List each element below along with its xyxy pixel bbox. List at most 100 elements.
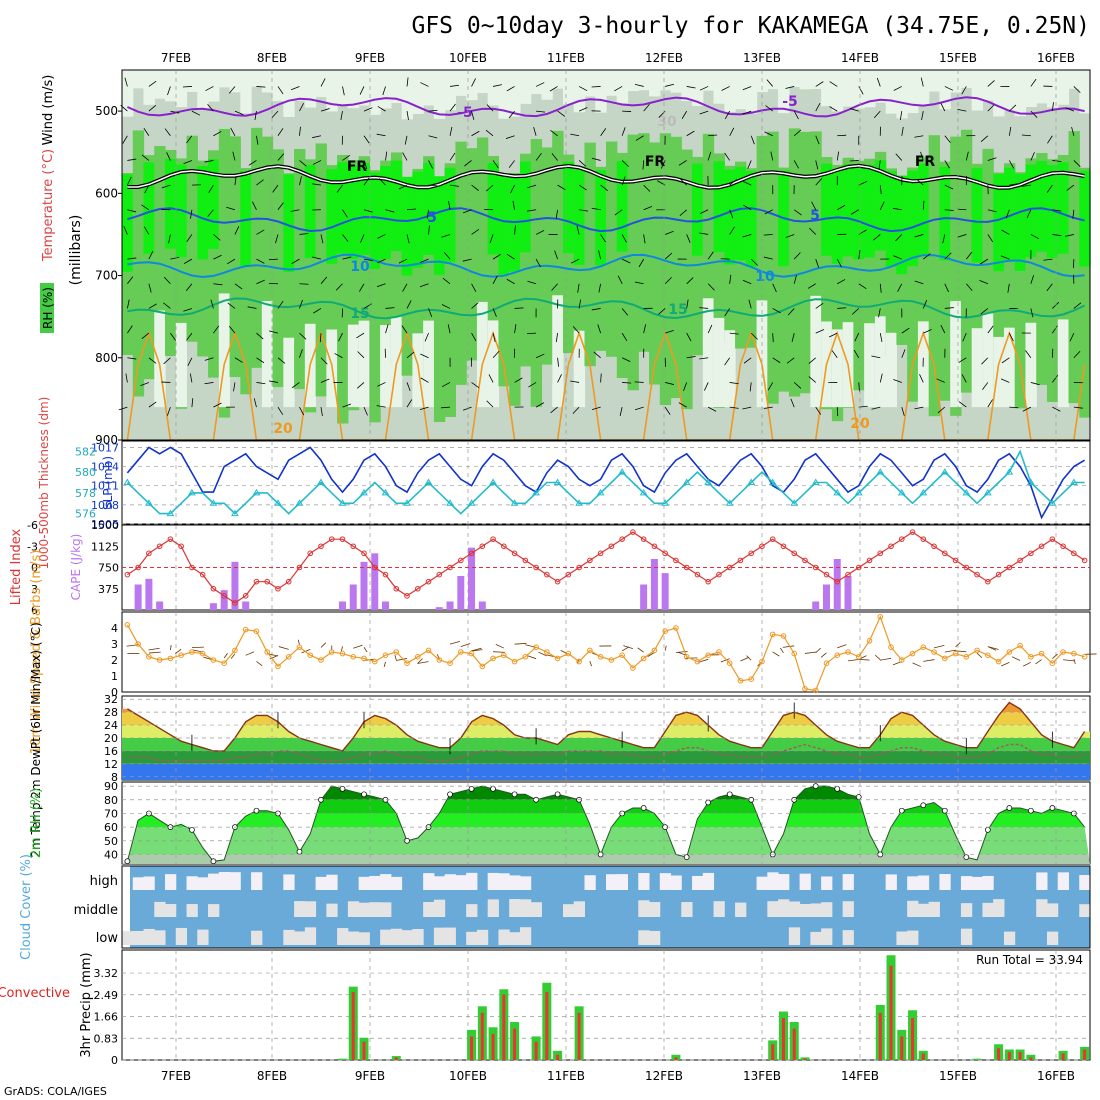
wind-barb bbox=[342, 403, 352, 408]
cape-bar bbox=[650, 559, 658, 610]
wind-speed-point bbox=[683, 654, 690, 660]
wind-barb bbox=[462, 406, 472, 411]
slp-tick-1011: 1011 bbox=[91, 480, 119, 493]
rh-cell bbox=[799, 70, 811, 90]
wind-barb bbox=[1030, 275, 1035, 284]
rh-point bbox=[490, 785, 496, 792]
cloud-cell bbox=[1079, 904, 1091, 917]
rh-cell bbox=[874, 316, 887, 408]
wind-barb bbox=[535, 229, 545, 235]
rh-cell bbox=[907, 167, 919, 402]
wind-barb bbox=[428, 135, 438, 139]
precip-convective-bar bbox=[1018, 1052, 1022, 1060]
wind-barb bbox=[944, 160, 950, 169]
wind-speed-point bbox=[1071, 650, 1077, 657]
x-tick-bottom-16FEB: 16FEB bbox=[1037, 1069, 1075, 1083]
rh-cell bbox=[455, 141, 467, 385]
wind-barb bbox=[148, 105, 157, 112]
rh-cell bbox=[1046, 159, 1059, 402]
cloud-cell bbox=[778, 874, 790, 890]
wind-barb bbox=[1005, 209, 1010, 219]
cloud-cell bbox=[907, 900, 919, 917]
rh-cell bbox=[283, 173, 295, 396]
thickness-point bbox=[725, 499, 734, 506]
lifted-index-point bbox=[705, 578, 711, 585]
pressure-tick-500: 500 bbox=[95, 104, 118, 118]
wind-barb bbox=[253, 398, 257, 408]
wind-barb bbox=[406, 234, 410, 244]
rh-legend-swatch bbox=[40, 283, 54, 333]
surface-wind-barb bbox=[495, 643, 504, 649]
wind-barb bbox=[124, 77, 128, 87]
wind-barb bbox=[699, 209, 709, 214]
wind-barb bbox=[793, 160, 799, 169]
wind-barb bbox=[363, 209, 373, 213]
wind-barb bbox=[299, 160, 307, 167]
cape-bar bbox=[145, 578, 153, 610]
rh-cell bbox=[1025, 322, 1037, 408]
rh-cell bbox=[175, 70, 188, 108]
cloud-cell bbox=[885, 874, 897, 890]
rh-cell bbox=[767, 131, 779, 404]
thickness-tick-582: 582 bbox=[75, 445, 96, 458]
wind-speed-point bbox=[1038, 650, 1045, 657]
wind-barb bbox=[785, 234, 795, 238]
wind-speed-point bbox=[328, 649, 335, 655]
wind-speed-point bbox=[221, 660, 227, 667]
lifted-index-point bbox=[726, 564, 733, 571]
lifted-index-point bbox=[447, 564, 453, 571]
rh-point bbox=[124, 858, 131, 865]
wind-speed-point bbox=[597, 654, 604, 660]
wind-barb bbox=[462, 209, 472, 214]
wind-barb bbox=[686, 356, 696, 359]
rh-cell bbox=[821, 70, 833, 107]
rh-cell bbox=[778, 70, 790, 114]
cloud-row-high: high bbox=[90, 874, 118, 889]
thickness-point bbox=[639, 488, 648, 496]
precip-convective-bar bbox=[921, 1053, 925, 1060]
wind-barb bbox=[1046, 184, 1053, 193]
isotherm-label: 5 bbox=[427, 210, 437, 226]
wind-barb bbox=[793, 274, 797, 284]
rh-cell bbox=[240, 70, 252, 114]
thickness-point bbox=[747, 478, 756, 485]
wind-barb bbox=[786, 357, 795, 364]
wind-barb bbox=[1072, 209, 1075, 219]
wind-barb bbox=[815, 102, 821, 112]
wind-barb bbox=[576, 225, 580, 235]
wind-barb bbox=[536, 110, 546, 113]
rh-cell bbox=[132, 70, 145, 89]
wind-barb bbox=[1030, 152, 1035, 161]
wind-speed-point bbox=[361, 655, 367, 662]
rh-cell bbox=[939, 161, 951, 401]
lifted-index-point bbox=[393, 585, 400, 592]
cloud-cell bbox=[326, 903, 338, 917]
thickness-point bbox=[295, 499, 304, 506]
rh-cell bbox=[498, 70, 510, 119]
wind-barb bbox=[621, 160, 629, 167]
wind-barb bbox=[527, 184, 537, 189]
wind-barb bbox=[299, 299, 303, 309]
wind-barb bbox=[578, 160, 587, 167]
wind-barb bbox=[127, 158, 137, 161]
wind-barb bbox=[598, 250, 602, 260]
wind-barb bbox=[591, 207, 601, 211]
rh-cell bbox=[197, 166, 209, 260]
wind-barb bbox=[707, 151, 712, 161]
wind-barb bbox=[1052, 325, 1058, 334]
wind-barb bbox=[442, 277, 451, 285]
wind-barb bbox=[213, 131, 222, 137]
rh-cell bbox=[1057, 70, 1070, 105]
wind-barb bbox=[163, 357, 171, 365]
wind-barb bbox=[170, 110, 180, 114]
wind-barb bbox=[163, 276, 171, 285]
rh-cell bbox=[874, 160, 887, 251]
rh-cell bbox=[337, 154, 349, 424]
wind-barb bbox=[767, 382, 774, 391]
rh-cell bbox=[831, 168, 844, 264]
wind-barb bbox=[729, 382, 739, 385]
rh-cell bbox=[433, 176, 446, 423]
precip-convective-bar bbox=[900, 1036, 904, 1060]
precip-convective-label: Convective bbox=[0, 986, 70, 1001]
cloud-cell bbox=[433, 876, 446, 890]
